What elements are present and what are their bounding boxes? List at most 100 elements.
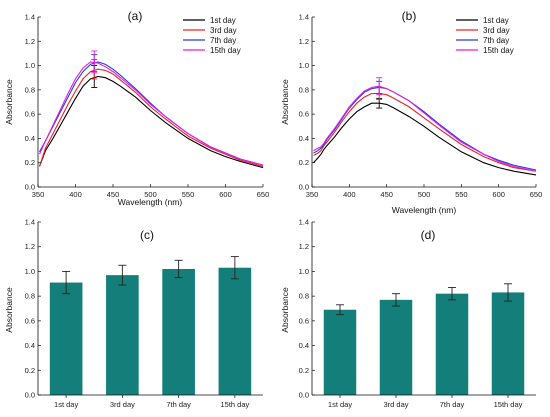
panel-b-y-tick-label: 1.2 — [299, 37, 309, 46]
panel-b-y-ticks: 0.0 0.2 0.4 0.6 0.8 1.0 1.2 1.4 — [299, 13, 315, 192]
panel-b-x-tick-label: 600 — [492, 190, 505, 199]
panel-b-y-axis-title: Absorbance — [280, 79, 290, 125]
panel-c-category-label: 3rd day — [110, 400, 135, 409]
panel-c-y-tick-label: 0.0 — [25, 391, 35, 400]
panel-c-y-tick-label: 1.4 — [25, 218, 35, 227]
panel-a-x-tick-label: 400 — [69, 190, 82, 199]
panel-label-a: (a) — [128, 9, 143, 23]
panel-c-x-ticks: 1st day 3rd day 7th day 15th day — [54, 395, 250, 409]
panel-b-x-axis-title: Wavelength (nm) — [392, 205, 457, 215]
panel-c-y-ticks: 0.0 0.2 0.4 0.6 0.8 1.0 1.2 1.4 — [25, 218, 41, 400]
panel-a-series-line-2 — [38, 68, 264, 167]
panel-d-axes-frame — [311, 222, 536, 396]
panel-a-legend-label-2: 3rd day — [210, 26, 237, 35]
panel-a-x-tick-label: 650 — [257, 190, 270, 199]
panel-c-bar-3 — [162, 268, 195, 395]
panel-a-y-tick-label: 0.6 — [25, 110, 35, 119]
panel-a-x-axis-title: Wavelength (nm) — [118, 197, 183, 207]
panel-b-x-tick-label: 350 — [306, 190, 319, 199]
panel-b-plot — [313, 77, 537, 176]
panel-d-category-label: 7th day — [440, 400, 465, 409]
panel-c-y-tick-label: 1.0 — [25, 267, 35, 276]
panel-c-y-tick-label: 0.2 — [25, 366, 35, 375]
panel-b-y-tick-label: 1.0 — [299, 61, 309, 70]
panel-d-bar-4 — [491, 292, 525, 395]
panel-a-legend-label-3: 7th day — [210, 36, 236, 45]
panel-c-bar-2 — [106, 275, 139, 395]
panel-a-y-tick-label: 1.0 — [25, 61, 35, 70]
panel-b-series-line-4 — [313, 85, 537, 172]
panel-b-y-tick-label: 0.0 — [299, 183, 309, 192]
panel-b-series-line-3 — [313, 86, 537, 171]
panel-a-legend-label-1: 1st day — [210, 16, 236, 25]
panel-d-y-tick-label: 0.2 — [299, 366, 309, 375]
panel-c-plot — [49, 256, 252, 395]
panel-c-bar-1 — [49, 282, 83, 395]
panel-a-y-ticks: 0.0 0.2 0.4 0.6 0.8 1.0 1.2 1.4 — [25, 13, 41, 192]
panel-d-bar-2 — [379, 299, 413, 395]
panel-b-x-tick-label: 450 — [380, 190, 393, 199]
panel-a-x-ticks: 350 400 450 500 550 600 650 — [32, 184, 270, 199]
panel-a-y-tick-label: 0.8 — [25, 85, 35, 94]
panel-d-category-label: 15th day — [494, 400, 523, 409]
panel-b-y-tick-label: 0.2 — [299, 158, 309, 167]
panel-c-y-tick-label: 1.2 — [25, 242, 35, 251]
panel-label-b: (b) — [402, 9, 417, 23]
panel-a-series-line-1 — [38, 75, 264, 169]
panel-b-x-ticks: 350 400 450 500 550 600 650 — [306, 184, 543, 199]
panel-c-category-label: 7th day — [166, 400, 191, 409]
panel-d-y-tick-label: 0.6 — [299, 316, 309, 325]
panel-b-y-tick-label: 0.4 — [299, 134, 309, 143]
panel-a-y-tick-label: 1.4 — [25, 13, 35, 22]
panel-a-y-tick-label: 1.2 — [25, 37, 35, 46]
panel-a-x-tick-label: 500 — [144, 190, 157, 199]
panel-label-c: (c) — [140, 228, 154, 242]
panel-c-category-label: 15th day — [220, 400, 249, 409]
panel-a-x-tick-label: 550 — [182, 190, 195, 199]
panel-a-legend-label-4: 15th day — [210, 46, 241, 55]
panel-a-series-line-4 — [38, 61, 264, 166]
panel-d-y-tick-label: 0.4 — [299, 341, 309, 350]
panel-d-y-axis-title: Absorbance — [280, 287, 290, 333]
panel-b-y-tick-label: 1.4 — [299, 13, 309, 22]
panel-b-series-line-1 — [313, 102, 537, 176]
panel-label-d: (d) — [421, 228, 436, 242]
panel-d-y-tick-label: 1.2 — [299, 242, 309, 251]
panel-d-y-ticks: 0.0 0.2 0.4 0.6 0.8 1.0 1.2 1.4 — [299, 218, 315, 400]
panel-c: (c) 0.0 0.2 0.4 0.6 0.8 1.0 1.2 1.4 1st day 3rd … — [4, 218, 263, 409]
panel-a-x-tick-label: 600 — [219, 190, 232, 199]
panel-a-plot — [38, 50, 264, 169]
panel-b-x-tick-label: 650 — [530, 190, 543, 199]
panel-d-plot — [323, 283, 525, 395]
panel-b-y-tick-label: 0.8 — [299, 85, 309, 94]
panel-d-x-ticks: 1st day 3rd day 7th day 15th day — [328, 395, 523, 409]
panel-c-category-label: 1st day — [54, 400, 78, 409]
panel-b-x-tick-label: 500 — [418, 190, 431, 199]
panel-d-bar-3 — [435, 293, 469, 395]
panel-a-y-axis-title: Absorbance — [4, 79, 14, 125]
panel-b-x-tick-label: 400 — [343, 190, 356, 199]
panel-c-bar-4 — [218, 267, 252, 395]
panel-c-y-axis-title: Absorbance — [4, 287, 14, 333]
panel-d: (d) 0.0 0.2 0.4 0.6 0.8 1.0 1.2 1.4 1st day 3rd … — [280, 218, 536, 409]
panel-c-axes-frame — [37, 222, 263, 396]
panel-d-y-tick-label: 0.0 — [299, 391, 309, 400]
panel-d-y-tick-label: 0.8 — [299, 292, 309, 301]
panel-d-bar-1 — [323, 309, 357, 395]
panel-a-y-tick-label: 0.2 — [25, 158, 35, 167]
panel-c-y-tick-label: 0.6 — [25, 316, 35, 325]
panel-b-legend-label-1: 1st day — [483, 16, 509, 25]
panel-a-x-tick-label: 450 — [107, 190, 120, 199]
panel-b-legend-label-3: 7th day — [483, 36, 509, 45]
panel-d-y-tick-label: 1.0 — [299, 267, 309, 276]
panel-a-y-tick-label: 0.4 — [25, 134, 35, 143]
panel-d-category-label: 3rd day — [383, 400, 408, 409]
panel-c-y-tick-label: 0.8 — [25, 292, 35, 301]
panel-b-x-tick-label: 550 — [455, 190, 468, 199]
panel-b-legend-label-4: 15th day — [483, 46, 514, 55]
panel-a-y-tick-label: 0.0 — [25, 183, 35, 192]
panel-b-legend-label-2: 3rd day — [483, 26, 510, 35]
